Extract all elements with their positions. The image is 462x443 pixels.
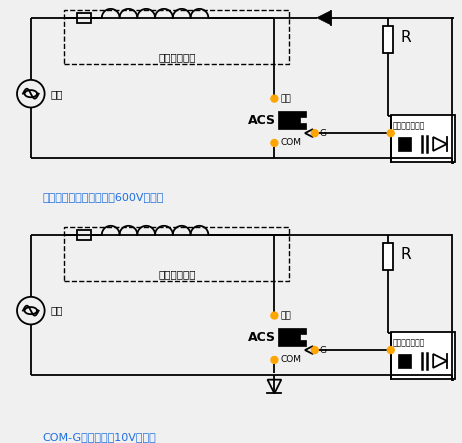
Polygon shape <box>278 328 306 346</box>
Text: 光电双向晶闸管串联一个600V二极管: 光电双向晶闸管串联一个600V二极管 <box>43 192 164 202</box>
Bar <box>64 10 289 64</box>
Circle shape <box>387 130 394 136</box>
Text: 输出: 输出 <box>280 311 291 320</box>
Text: COM: COM <box>280 139 301 148</box>
Circle shape <box>271 140 278 147</box>
Text: 电泵或门舱锁: 电泵或门舱锁 <box>158 269 195 279</box>
Polygon shape <box>278 112 306 129</box>
Bar <box>383 26 393 53</box>
Bar <box>383 243 393 270</box>
Text: ACS: ACS <box>248 114 276 127</box>
Circle shape <box>311 130 318 136</box>
Bar <box>391 332 455 379</box>
Text: R: R <box>401 30 411 45</box>
Text: R: R <box>401 247 411 262</box>
Bar <box>398 137 412 151</box>
Text: 光电双向晶闸管: 光电双向晶闸管 <box>393 338 425 347</box>
Text: COM-G结并联一个10V二极管: COM-G结并联一个10V二极管 <box>43 432 157 442</box>
Circle shape <box>271 312 278 319</box>
Text: 输出: 输出 <box>280 94 291 103</box>
Circle shape <box>271 357 278 363</box>
Text: 电泵或门舱锁: 电泵或门舱锁 <box>158 52 195 62</box>
Circle shape <box>387 346 394 354</box>
Polygon shape <box>317 11 331 25</box>
Text: 线路: 线路 <box>50 306 63 315</box>
Bar <box>77 230 91 240</box>
Text: COM: COM <box>280 355 301 365</box>
Text: G: G <box>320 346 327 354</box>
Circle shape <box>271 95 278 102</box>
Bar <box>77 13 91 23</box>
Bar <box>64 227 289 281</box>
Circle shape <box>311 346 318 354</box>
Text: 光电双向晶闸管: 光电双向晶闸管 <box>393 121 425 130</box>
Text: ACS: ACS <box>248 331 276 344</box>
Bar <box>398 354 412 368</box>
Text: 线路: 线路 <box>50 89 63 99</box>
Bar <box>391 115 455 162</box>
Text: G: G <box>320 128 327 138</box>
